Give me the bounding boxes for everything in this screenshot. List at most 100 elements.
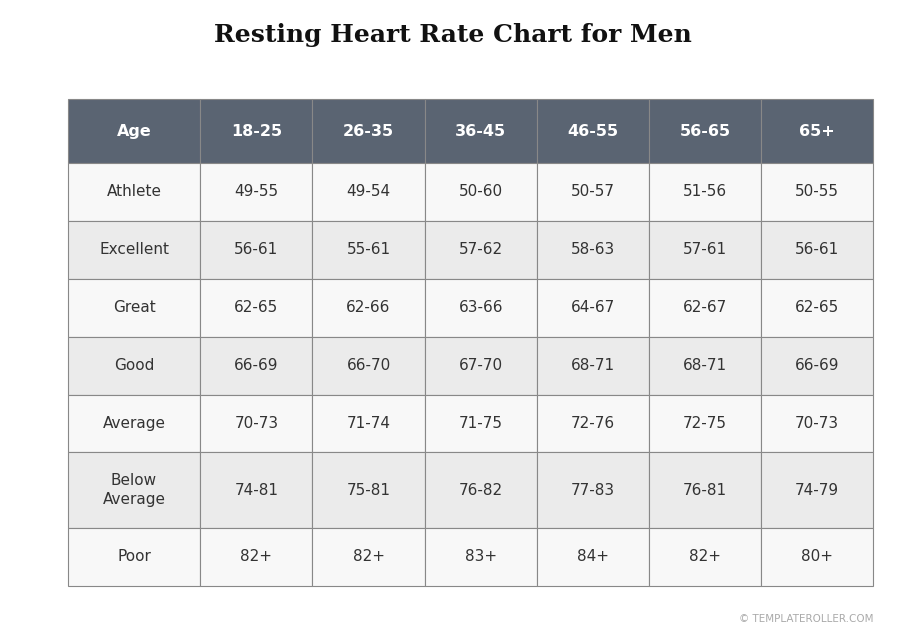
Text: Excellent: Excellent: [99, 243, 169, 257]
Text: 58-63: 58-63: [571, 243, 615, 257]
Bar: [649, 337, 761, 394]
Bar: [537, 278, 649, 337]
Bar: [68, 221, 200, 278]
Bar: [200, 452, 312, 528]
Bar: [537, 337, 649, 394]
Text: Athlete: Athlete: [107, 184, 162, 199]
Text: 77-83: 77-83: [571, 483, 614, 497]
Text: © TEMPLATEROLLER.COM: © TEMPLATEROLLER.COM: [738, 614, 873, 624]
Text: 50-60: 50-60: [459, 184, 503, 199]
Text: 76-81: 76-81: [683, 483, 727, 497]
Text: 71-74: 71-74: [347, 416, 391, 431]
Bar: [200, 163, 312, 221]
Bar: [537, 221, 649, 278]
Bar: [68, 452, 200, 528]
Text: 51-56: 51-56: [683, 184, 727, 199]
Text: 72-75: 72-75: [683, 416, 727, 431]
Bar: [312, 221, 424, 278]
Bar: [424, 452, 537, 528]
Bar: [649, 278, 761, 337]
Bar: [68, 278, 200, 337]
Text: 65+: 65+: [799, 124, 835, 138]
Bar: [649, 221, 761, 278]
Bar: [200, 99, 312, 163]
Text: 55-61: 55-61: [347, 243, 391, 257]
Text: 57-61: 57-61: [683, 243, 727, 257]
Bar: [649, 528, 761, 586]
Bar: [537, 163, 649, 221]
Text: 70-73: 70-73: [795, 416, 839, 431]
Bar: [761, 163, 873, 221]
Bar: [537, 528, 649, 586]
Text: 66-69: 66-69: [234, 358, 279, 373]
Bar: [537, 99, 649, 163]
Bar: [68, 528, 200, 586]
Text: 76-82: 76-82: [459, 483, 503, 497]
Bar: [312, 452, 424, 528]
Text: 80+: 80+: [801, 549, 834, 564]
Bar: [312, 99, 424, 163]
Text: 46-55: 46-55: [567, 124, 618, 138]
Text: 63-66: 63-66: [459, 300, 503, 315]
Text: Resting Heart Rate Chart for Men: Resting Heart Rate Chart for Men: [214, 23, 691, 47]
Text: 56-61: 56-61: [795, 243, 839, 257]
Text: 62-65: 62-65: [234, 300, 279, 315]
Bar: [649, 452, 761, 528]
Bar: [761, 99, 873, 163]
Text: 36-45: 36-45: [455, 124, 506, 138]
Bar: [537, 394, 649, 452]
Bar: [649, 163, 761, 221]
Text: 50-57: 50-57: [571, 184, 614, 199]
Text: 57-62: 57-62: [459, 243, 503, 257]
Text: Good: Good: [114, 358, 154, 373]
Text: 84+: 84+: [576, 549, 609, 564]
Text: Age: Age: [117, 124, 151, 138]
Text: 18-25: 18-25: [231, 124, 281, 138]
Text: Poor: Poor: [117, 549, 151, 564]
Bar: [761, 278, 873, 337]
Bar: [312, 278, 424, 337]
Text: 56-65: 56-65: [680, 124, 730, 138]
Bar: [537, 452, 649, 528]
Text: 74-79: 74-79: [795, 483, 839, 497]
Text: 26-35: 26-35: [343, 124, 394, 138]
Text: 67-70: 67-70: [459, 358, 503, 373]
Text: Great: Great: [113, 300, 156, 315]
Bar: [649, 99, 761, 163]
Text: 68-71: 68-71: [683, 358, 727, 373]
Bar: [68, 394, 200, 452]
Bar: [200, 221, 312, 278]
Text: 83+: 83+: [464, 549, 497, 564]
Bar: [200, 278, 312, 337]
Text: 62-66: 62-66: [347, 300, 391, 315]
Bar: [649, 394, 761, 452]
Text: 71-75: 71-75: [459, 416, 502, 431]
Bar: [424, 99, 537, 163]
Text: 64-67: 64-67: [571, 300, 615, 315]
Bar: [761, 394, 873, 452]
Text: 75-81: 75-81: [347, 483, 391, 497]
Text: 66-70: 66-70: [347, 358, 391, 373]
Text: 82+: 82+: [241, 549, 272, 564]
Text: 49-55: 49-55: [234, 184, 279, 199]
Bar: [68, 337, 200, 394]
Text: Average: Average: [102, 416, 166, 431]
Bar: [312, 163, 424, 221]
Bar: [761, 528, 873, 586]
Bar: [424, 221, 537, 278]
Text: 72-76: 72-76: [571, 416, 614, 431]
Bar: [68, 99, 200, 163]
Text: 82+: 82+: [353, 549, 385, 564]
Bar: [312, 337, 424, 394]
Text: 56-61: 56-61: [234, 243, 279, 257]
Text: 62-67: 62-67: [683, 300, 728, 315]
Bar: [200, 394, 312, 452]
Bar: [761, 452, 873, 528]
Text: 62-65: 62-65: [795, 300, 839, 315]
Bar: [200, 528, 312, 586]
Bar: [68, 163, 200, 221]
Bar: [424, 163, 537, 221]
Text: 49-54: 49-54: [347, 184, 391, 199]
Bar: [424, 278, 537, 337]
Bar: [424, 528, 537, 586]
